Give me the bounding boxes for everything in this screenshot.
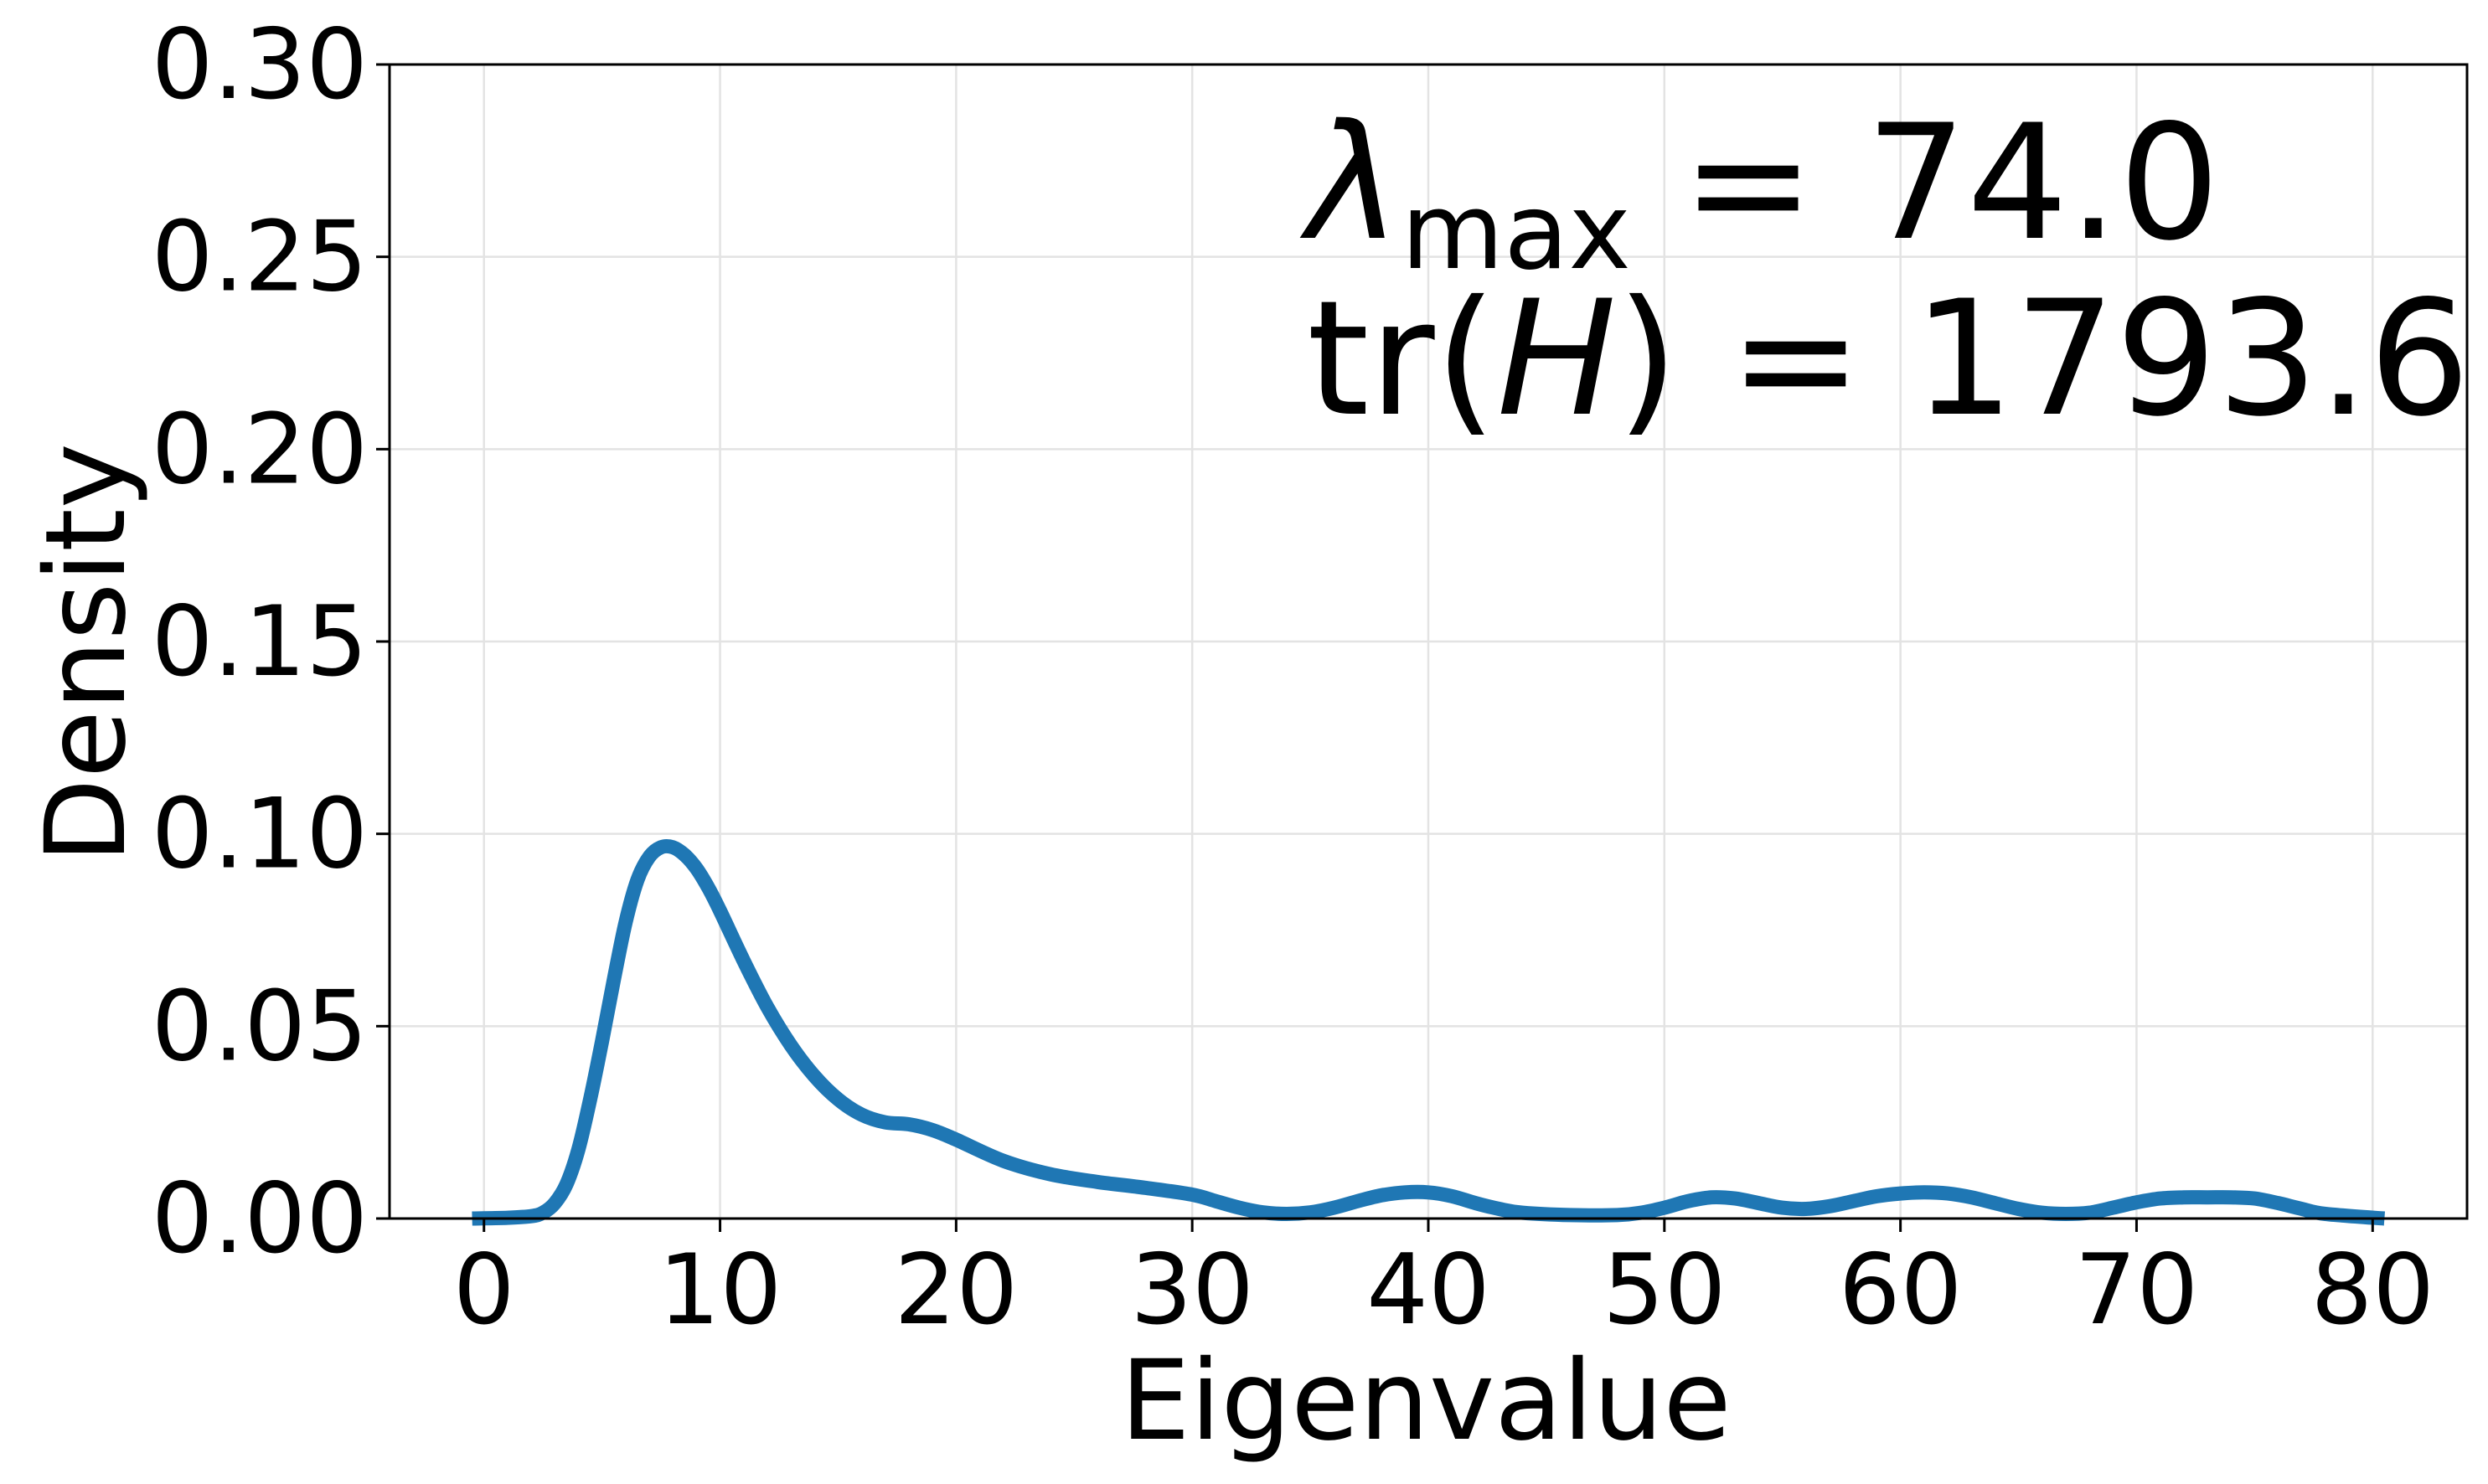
trace-prefix: tr( — [1307, 266, 1497, 451]
lambda-subscript: max — [1401, 170, 1631, 293]
y-tick-label: 0.20 — [152, 393, 368, 506]
ticks: 0 10 20 30 40 50 60 70 80 0.00 0.05 0.10 0.15 0.20 0.2… — [152, 8, 2434, 1347]
trace-variable: H — [1497, 266, 1617, 451]
x-tick-label: 20 — [895, 1234, 1019, 1347]
x-tick-label: 10 — [658, 1234, 782, 1347]
y-tick-label: 0.25 — [152, 201, 368, 314]
y-axis-label: Density — [22, 443, 151, 863]
density-line — [472, 838, 2386, 1226]
lambda-symbol: λ — [1299, 90, 1401, 276]
y-tick-label: 0.30 — [152, 8, 368, 121]
x-axis-label: Eigenvalue — [1120, 1337, 1731, 1466]
x-tick-label: 30 — [1130, 1234, 1254, 1347]
x-tick-label: 60 — [1839, 1234, 1963, 1347]
y-tick-label: 0.15 — [152, 585, 368, 698]
x-tick-label: 70 — [2075, 1234, 2199, 1347]
lambda-value: = 74.0 — [1631, 90, 2220, 276]
y-tick-label: 0.10 — [152, 778, 368, 891]
trace-annotation: tr(H) = 1793.6 — [1307, 266, 2470, 451]
trace-value: ) = 1793.6 — [1617, 266, 2470, 451]
lambda-max-annotation: λmax = 74.0 — [1299, 90, 2220, 293]
x-tick-label: 50 — [1603, 1234, 1727, 1347]
x-tick-label: 80 — [2310, 1234, 2434, 1347]
x-tick-label: 0 — [453, 1234, 515, 1347]
y-tick-label: 0.05 — [152, 970, 368, 1083]
series-layer — [472, 838, 2386, 1226]
x-tick-label: 40 — [1366, 1234, 1490, 1347]
y-tick-label: 0.00 — [152, 1162, 368, 1275]
